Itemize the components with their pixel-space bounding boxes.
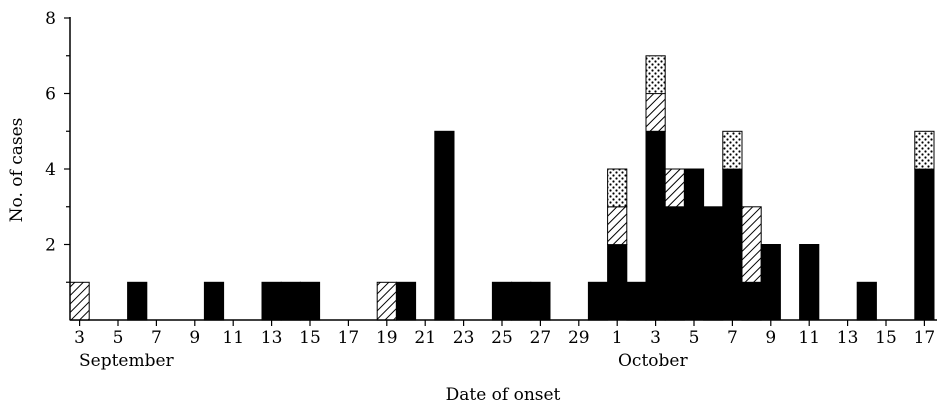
x-tick-label: 11 — [798, 328, 820, 348]
bar-october-3-solid — [645, 130, 666, 321]
bar-september-19-hatched — [376, 281, 397, 321]
y-tick-label: 8 — [45, 9, 56, 29]
y-tick-label: 2 — [45, 236, 56, 256]
x-tick-label: 21 — [414, 328, 436, 348]
x-ticks-group: 3 5 7 9 11 13 15 17 19 21 23 25 27 29 1 3 5 7 9 11 13 15 17 — [74, 320, 935, 348]
x-tick-label: 13 — [837, 328, 859, 348]
bar-september-25-solid — [491, 281, 513, 321]
bar-october-7-dotted — [722, 130, 743, 170]
x-tick-label: 23 — [453, 328, 475, 348]
x-tick-label: 13 — [261, 328, 283, 348]
y-tick-label: 4 — [45, 160, 56, 180]
bar-october-2-solid — [626, 281, 647, 321]
bar-october-4-hatched — [664, 168, 685, 208]
x-tick-label: 11 — [222, 328, 244, 348]
x-tick-label: 5 — [689, 328, 700, 348]
bar-october-8-solid — [741, 281, 762, 321]
bar-october-3-hatched — [645, 93, 666, 132]
bar-september-20-solid — [395, 281, 417, 321]
bars-group — [69, 55, 935, 321]
x-tick-label: 7 — [727, 328, 738, 348]
bar-september-14-solid — [280, 281, 301, 321]
bar-october-9-solid — [760, 244, 781, 321]
bar-september-3-hatched — [69, 281, 90, 321]
y-axis-title: No. of cases — [7, 118, 27, 223]
month-label-september: September — [79, 351, 175, 371]
x-tick-label: 9 — [189, 328, 200, 348]
bar-september-6-solid — [127, 281, 148, 321]
x-tick-label: 15 — [875, 328, 897, 348]
y-tick-label: 6 — [45, 85, 56, 105]
bar-october-7-solid — [722, 168, 743, 321]
x-tick-label: 27 — [530, 328, 552, 348]
x-tick-label: 7 — [151, 328, 162, 348]
bar-october-8-hatched — [741, 206, 762, 283]
x-tick-label: 15 — [299, 328, 321, 348]
x-axis-title: Date of onset — [446, 385, 561, 405]
bar-october-17-solid — [914, 168, 935, 321]
bar-october-4-solid — [664, 206, 685, 321]
x-tick-label: 17 — [914, 328, 936, 348]
bar-september-30-solid — [587, 281, 609, 321]
x-tick-label: 9 — [765, 328, 776, 348]
month-label-october: October — [618, 351, 688, 371]
bar-october-1-dotted — [607, 168, 628, 208]
x-tick-label: 3 — [650, 328, 661, 348]
bar-september-22-solid — [434, 130, 455, 321]
bar-october-3-dotted — [645, 55, 666, 95]
bar-october-6-solid — [703, 206, 724, 321]
bar-september-26-solid — [511, 281, 532, 321]
bar-october-1-hatched — [607, 206, 628, 246]
x-tick-label: 3 — [74, 328, 85, 348]
bar-october-17-dotted — [914, 130, 935, 170]
x-tick-label: 29 — [568, 328, 590, 348]
x-tick-label: 25 — [491, 328, 513, 348]
x-tick-label: 19 — [376, 328, 398, 348]
x-tick-label: 1 — [612, 328, 623, 348]
bar-october-5-solid — [683, 168, 705, 321]
bar-october-14-solid — [856, 281, 877, 321]
x-tick-label: 17 — [338, 328, 360, 348]
bar-october-11-solid — [799, 244, 820, 321]
x-tick-label: 5 — [113, 328, 124, 348]
y-ticks-group: 2 4 6 8 — [45, 9, 70, 283]
bar-october-1-solid — [607, 244, 628, 321]
bar-september-27-solid — [530, 281, 551, 321]
bar-september-15-solid — [299, 281, 321, 321]
bar-september-13-solid — [261, 281, 282, 321]
bar-september-10-solid — [203, 281, 225, 321]
